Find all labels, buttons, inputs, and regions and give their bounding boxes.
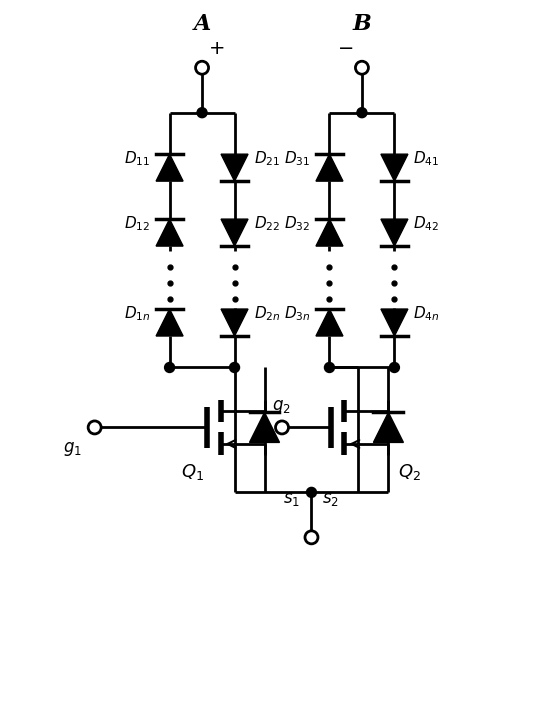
Text: −: − [338,39,354,58]
Polygon shape [381,219,408,246]
Polygon shape [316,219,343,246]
Text: +: + [209,39,225,58]
Circle shape [357,108,367,118]
Polygon shape [381,309,408,336]
Circle shape [88,421,101,434]
Circle shape [305,531,318,544]
Text: $D_{2n}$: $D_{2n}$ [254,305,280,323]
Circle shape [197,108,207,118]
Text: $D_{3n}$: $D_{3n}$ [284,305,310,323]
Polygon shape [316,309,343,336]
Circle shape [324,362,334,372]
Circle shape [306,487,316,498]
Text: $g_1$: $g_1$ [63,441,82,458]
Text: $D_{11}$: $D_{11}$ [124,149,150,168]
Text: $Q_2$: $Q_2$ [398,462,421,482]
Text: $D_{41}$: $D_{41}$ [414,149,439,168]
Text: $Q_1$: $Q_1$ [181,462,203,482]
Text: A: A [193,13,211,35]
Text: $D_{4n}$: $D_{4n}$ [414,305,440,323]
Polygon shape [156,219,183,246]
Circle shape [276,421,288,434]
Circle shape [356,61,368,74]
Text: $D_{42}$: $D_{42}$ [414,214,439,233]
Text: $g_2$: $g_2$ [272,398,290,416]
Text: B: B [353,13,371,35]
Polygon shape [381,154,408,181]
Polygon shape [221,154,248,181]
Text: $D_{31}$: $D_{31}$ [284,149,310,168]
Text: $D_{21}$: $D_{21}$ [254,149,280,168]
Text: $s_1$: $s_1$ [283,491,301,508]
Circle shape [230,362,240,372]
Text: $s_2$: $s_2$ [323,491,339,508]
Polygon shape [373,412,404,443]
Circle shape [164,362,174,372]
Polygon shape [221,219,248,246]
Polygon shape [221,309,248,336]
Polygon shape [249,412,280,443]
Text: $D_{32}$: $D_{32}$ [285,214,310,233]
Polygon shape [316,154,343,181]
Circle shape [196,61,209,74]
Polygon shape [156,154,183,181]
Text: $D_{22}$: $D_{22}$ [254,214,280,233]
Text: $D_{1n}$: $D_{1n}$ [124,305,150,323]
Text: $D_{12}$: $D_{12}$ [125,214,150,233]
Circle shape [390,362,399,372]
Polygon shape [156,309,183,336]
